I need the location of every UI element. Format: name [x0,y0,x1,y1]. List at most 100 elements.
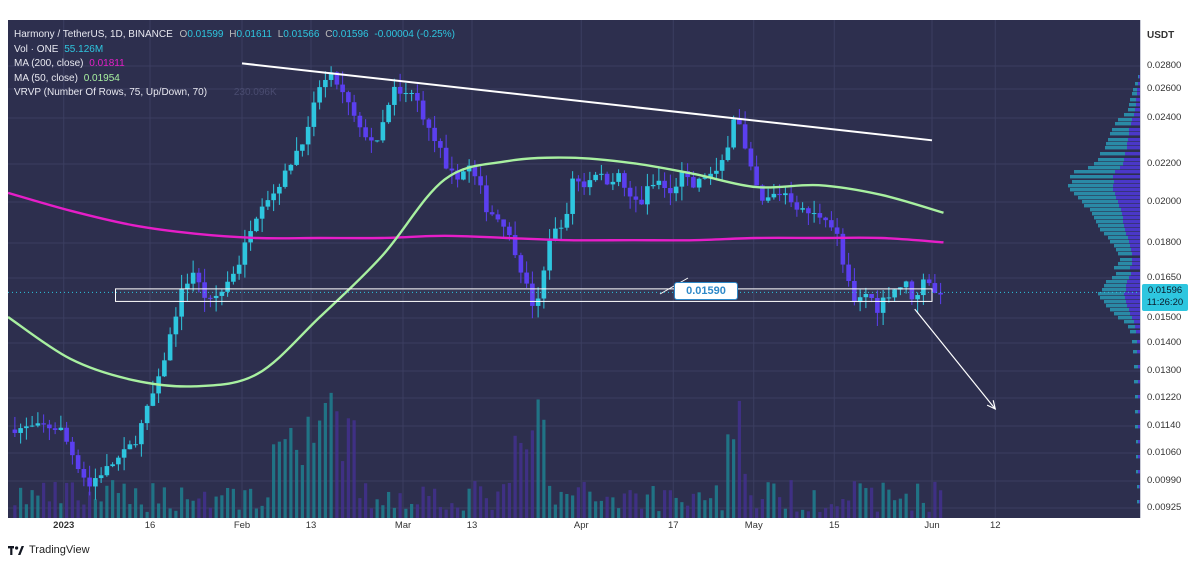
price-axis-tick: 0.01500 [1147,312,1182,323]
profile-row-up [1110,308,1129,312]
legend-ma200-row[interactable]: MA (200, close) 0.01811 [14,57,455,72]
legend-volume-row[interactable]: Vol · ONE 55.126M [14,43,455,58]
candle-body [213,295,219,299]
time-axis-label: May [744,520,763,531]
drawings[interactable] [8,62,1140,411]
volume-bar [162,487,166,518]
candle-body [179,288,184,317]
volume-bar [421,486,425,518]
profile-row-down [1123,216,1140,220]
candle-body [639,199,644,205]
tradingview-brand[interactable]: TradingView [8,544,90,556]
volume-bar [450,503,454,518]
candle-body [317,87,322,103]
candle-body [938,292,943,295]
candle-body [455,170,460,180]
profile-row-down [1119,204,1140,208]
candle-body [501,219,506,227]
candle-body [926,279,932,284]
candle-body [633,196,639,200]
profile-row-down [1134,320,1140,324]
candle-body [863,293,869,298]
candle-body [334,72,340,85]
candle-body [282,170,288,187]
profile-row-down [1137,88,1140,92]
time-axis-label: Mar [394,520,412,531]
candle-body [75,455,81,470]
profile-row-up [1116,272,1131,276]
volume-bar [197,498,201,518]
price-axis-tick: 0.01060 [1147,447,1182,458]
candle-body [875,297,880,313]
projection-arrow[interactable] [914,308,996,410]
profile-row-down [1139,75,1140,79]
price-axis-tick: 0.02600 [1147,83,1182,94]
volume-bar [375,499,379,518]
price-chart[interactable] [8,20,1140,518]
support-zone[interactable] [115,288,933,302]
volume-bar [70,482,74,518]
volume-bar [881,482,885,518]
profile-row-up [1135,82,1138,86]
volume-bar [203,491,207,518]
profile-row-up [1084,204,1119,208]
volume-bar [778,497,782,518]
volume-bar [185,499,189,518]
volume-bar [467,488,471,518]
profile-row-down [1127,146,1140,150]
legend-vrvp-row[interactable]: VRVP (Number Of Rows, 75, Up/Down, 70) 2… [14,86,455,101]
candle-body [357,115,363,128]
brand-name: TradingView [29,544,90,556]
candle-body [800,208,805,210]
volume-bar [88,491,92,518]
profile-row-down [1137,350,1140,354]
volume-bar [398,493,402,518]
candle-body [656,180,662,185]
volume-bar [13,505,17,518]
time-axis[interactable]: 2023 16 Feb 13 Mar 13 Apr 17 May 15 Jun 12 [8,518,1140,532]
profile-row-down [1138,455,1140,459]
volume-bar [220,495,224,518]
profile-row-up [1068,184,1113,188]
time-axis-label: 15 [828,520,840,531]
profile-row-down [1127,142,1140,146]
profile-row-up [1135,425,1138,429]
volume-bar [530,430,534,518]
candle-body [604,173,610,185]
profile-row-up [1124,113,1134,117]
chart-area[interactable]: Harmony / TetherUS, 1D, BINANCE O0.01599… [8,20,1140,518]
descending-trendline[interactable] [241,62,933,142]
support-price-callout[interactable]: 0.01590 [674,282,738,300]
profile-row-down [1123,162,1140,166]
volume-bar [214,496,218,518]
volume-bar [559,491,563,518]
candle-body [587,180,593,188]
legend-ma50-row[interactable]: MA (50, close) 0.01954 [14,72,455,87]
volume-bar [680,502,684,518]
candle-body [397,86,403,94]
volume-bar [594,501,598,518]
time-axis-label: 13 [466,520,478,531]
time-axis-label: 2023 [53,520,75,531]
candle-body [771,193,777,198]
profile-row-up [1098,158,1124,162]
profile-row-down [1113,188,1140,192]
ma50-line [8,156,944,388]
price-axis[interactable]: USDT 0.02800 0.02600 0.02400 0.02200 0.02000… [1140,20,1193,518]
profile-row-up [1132,340,1137,344]
volume-bar [542,419,546,518]
profile-row-down [1126,288,1140,292]
profile-row-up [1094,216,1123,220]
price-axis-tick: 0.02800 [1147,60,1182,71]
profile-row-down [1129,308,1140,312]
candle-body [438,141,443,148]
volume-bar [139,504,143,518]
legend-symbol-row[interactable]: Harmony / TetherUS, 1D, BINANCE O0.01599… [14,28,455,43]
volume-bar [513,435,517,518]
price-axis-tick: 0.01300 [1147,365,1182,376]
volume-bar [128,504,132,518]
volume-bar [335,411,339,518]
candle-body [110,464,115,467]
price-axis-tick: 0.01140 [1147,420,1181,431]
volume-bar [111,480,115,518]
